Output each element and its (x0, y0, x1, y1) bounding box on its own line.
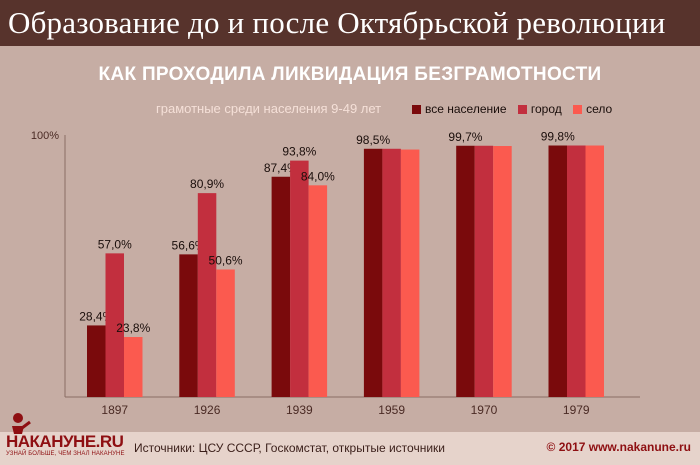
bar-1970-s0 (456, 145, 475, 397)
bar-1959-s2 (400, 149, 420, 397)
data-label-1939-s2: 84,0% (301, 169, 335, 183)
nakanune-logo-icon (12, 413, 31, 434)
footer-bar (0, 432, 700, 465)
bar-1970-s1 (474, 145, 494, 397)
chart-title: КАК ПРОХОДИЛА ЛИКВИДАЦИЯ БЕЗГРАМОТНОСТИ (98, 64, 602, 85)
y-tick-label: 100% (31, 130, 59, 142)
chart-subtitle: грамотные среди населения 9-49 лет (156, 101, 382, 116)
data-label-1897-s1: 57,0% (98, 237, 132, 251)
legend-label-all: все население (425, 101, 507, 116)
bar-1979-s1 (567, 145, 586, 397)
bar-1926-s0 (179, 254, 198, 397)
data-label-1979-s0: 99,8% (541, 130, 575, 144)
legend-item-all: все население (412, 102, 507, 116)
bar-1926-s2 (216, 269, 235, 397)
bar-1939-s1 (290, 160, 309, 397)
legend-swatch-village (573, 104, 583, 114)
logo-text: НАКАНУНЕ.RU (6, 432, 124, 451)
copyright-link[interactable]: © 2017 www.nakanune.ru (546, 440, 691, 454)
x-tick-label-1979: 1979 (563, 403, 590, 417)
data-label-1926-s1: 80,9% (190, 177, 224, 191)
x-tick-label-1926: 1926 (194, 403, 221, 417)
data-label-1897-s0: 28,4% (79, 309, 113, 323)
data-label-1897-s2: 23,8% (116, 321, 150, 335)
legend-label-village: село (586, 101, 613, 116)
legend: все население город село (412, 101, 620, 116)
legend-swatch-city (517, 104, 527, 114)
bar-1939-s0 (271, 176, 291, 397)
bar-1959-s1 (382, 148, 401, 397)
data-label-1939-s0: 87,4% (264, 161, 298, 175)
bar-1979-s2 (585, 145, 604, 397)
legend-item-village: село (573, 102, 612, 116)
bar-1970-s2 (493, 146, 512, 397)
bar-1897-s1 (105, 253, 124, 397)
bar-1959-s0 (363, 148, 383, 397)
bar-1979-s0 (548, 145, 567, 397)
legend-label-city: город (530, 101, 562, 116)
header-title: Образование до и после Октябрьской револ… (8, 5, 666, 40)
x-tick-label-1939: 1939 (286, 403, 313, 417)
data-label-1959-s0: 98,5% (356, 133, 390, 147)
legend-item-city: город (517, 101, 562, 116)
data-label-1926-s2: 50,6% (209, 253, 243, 267)
sources-text: Источники: ЦСУ СССР, Госкомстат, открыты… (134, 441, 445, 455)
data-label-1939-s1: 93,8% (282, 145, 316, 159)
legend-swatch-all (412, 104, 421, 114)
bar-1939-s2 (308, 185, 328, 397)
data-label-1926-s0: 56,6% (172, 238, 206, 252)
bar-1897-s2 (124, 337, 143, 397)
bar-1926-s1 (197, 193, 217, 397)
x-tick-label-1959: 1959 (378, 403, 405, 417)
bar-1897-s0 (87, 325, 106, 397)
data-label-1970-s0: 99,7% (448, 130, 482, 144)
x-tick-label-1970: 1970 (471, 403, 498, 417)
x-tick-label-1897: 1897 (101, 403, 128, 417)
logo-tagline: УЗНАЙ БОЛЬШЕ, ЧЕМ ЗНАЛ НАКАНУНЕ (6, 451, 125, 457)
header-bar: Образование до и после Октябрьской револ… (0, 0, 700, 46)
